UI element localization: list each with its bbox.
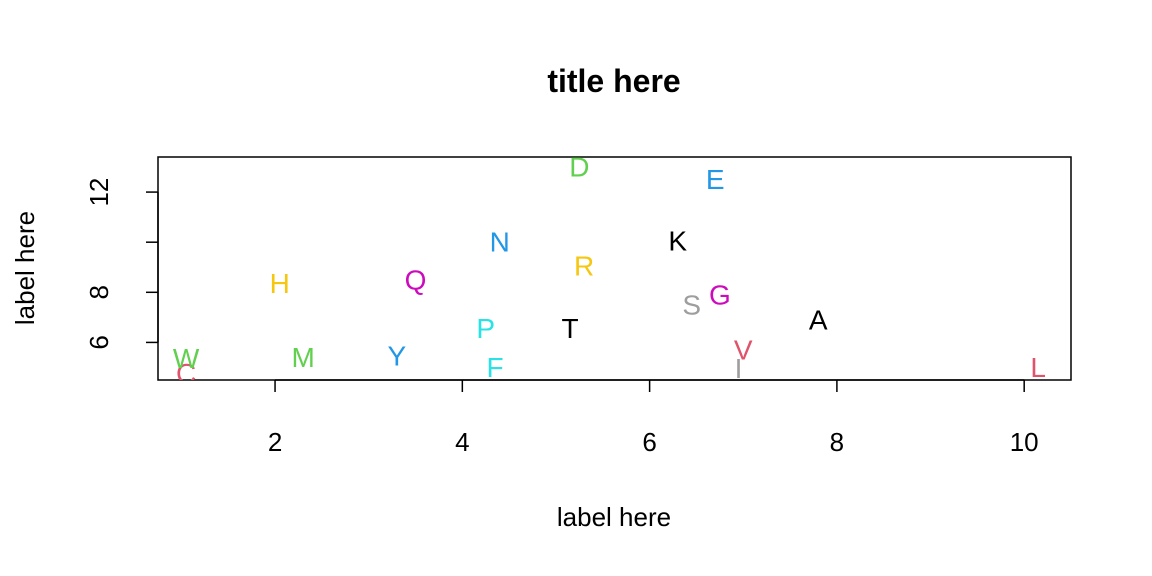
point-label-e: E [706, 164, 725, 195]
points-layer: A C D E F G H I K L M N P Q R S T V W Y [173, 152, 1046, 389]
point-label-d: D [569, 152, 589, 183]
y-tick-label: 6 [84, 335, 114, 349]
point-label-c: C [176, 358, 196, 389]
y-axis-label: label here [10, 211, 40, 325]
point-label-h: H [270, 268, 290, 299]
point-label-f: F [487, 352, 504, 383]
x-axis: 2 4 6 8 10 [268, 379, 1039, 457]
point-label-v: V [734, 334, 753, 365]
point-label-p: P [476, 313, 495, 344]
x-tick-label: 6 [642, 427, 656, 457]
point-label-l: L [1030, 352, 1046, 383]
x-tick-label: 8 [830, 427, 844, 457]
plot-area: A C D E F G H I K L M N P Q R S T V W Y [157, 152, 1072, 389]
point-label-n: N [490, 227, 510, 258]
point-label-s: S [682, 289, 701, 320]
y-tick-label: 12 [84, 178, 114, 207]
point-label-k: K [668, 225, 687, 256]
y-axis: 6 8 12 [84, 178, 159, 350]
point-label-w: W [173, 343, 200, 374]
point-label-q: Q [405, 264, 427, 295]
y-tick-label: 8 [84, 285, 114, 299]
point-label-t: T [561, 313, 578, 344]
point-label-a: A [809, 304, 828, 335]
point-label-y: Y [387, 341, 406, 372]
x-tick-label: 4 [455, 427, 469, 457]
point-label-m: M [291, 342, 314, 373]
point-label-r: R [574, 250, 594, 281]
point-label-i: I [735, 353, 743, 384]
point-label-g: G [709, 279, 731, 310]
x-tick-label: 10 [1010, 427, 1039, 457]
x-tick-label: 2 [268, 427, 282, 457]
x-axis-label: label here [557, 502, 671, 532]
chart-title: title here [547, 63, 680, 99]
